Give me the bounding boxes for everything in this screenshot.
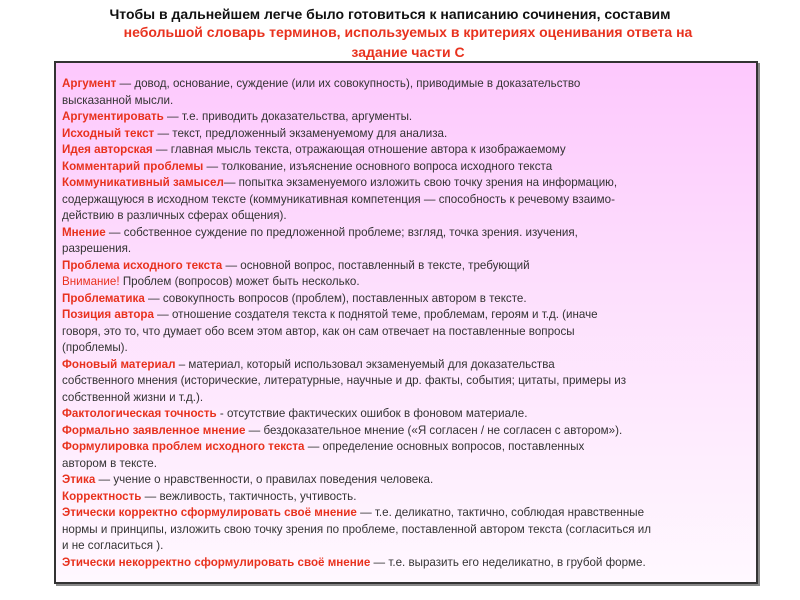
glossary-definition: — основной вопрос, поставленный в тексте…	[222, 258, 530, 272]
glossary-definition: (проблемы).	[62, 341, 128, 354]
slide-title-line-2: небольшой словарь терминов, используемых…	[123, 24, 693, 40]
glossary-term: Проблема исходного текста	[62, 258, 223, 272]
glossary-line: Аргументировать — т.е. приводить доказат…	[62, 109, 651, 126]
glossary-term: Этически некорректно сформулировать своё…	[62, 555, 371, 569]
glossary-term: Формально заявленное мнение	[62, 423, 246, 437]
glossary-line: Фактологическая точность - отсутствие фа…	[62, 406, 651, 423]
glossary-definition: говоря, это то, что думает обо всем этом…	[62, 324, 575, 338]
glossary-term: Корректность	[62, 489, 142, 503]
glossary-definition: — отношение создателя текста к поднятой …	[153, 308, 598, 321]
glossary-term: Аргументировать	[62, 110, 164, 123]
glossary-definition: — т.е. приводить доказательства, аргумен…	[163, 110, 413, 123]
glossary-term: Мнение	[62, 225, 106, 239]
glossary-line: разрешения.	[62, 241, 651, 258]
glossary-definition: — учение о нравственности, о правилах по…	[95, 473, 434, 486]
glossary-term: Фоновый материал	[62, 357, 176, 371]
glossary-definition: – материал, который использовал экзамену…	[175, 357, 555, 371]
glossary-line: Проблематика — совокупность вопросов (пр…	[62, 291, 651, 308]
glossary-term: Формулировка проблем исходного текста	[62, 440, 305, 453]
glossary-definition: — текст, предложенный экзаменуемому для …	[154, 126, 448, 140]
glossary-definition: Проблем (вопросов) может быть несколько.	[119, 275, 360, 288]
glossary-definition: разрешения.	[62, 242, 132, 255]
glossary-line: Внимание! Проблем (вопросов) может быть …	[62, 274, 651, 291]
glossary-line: действию в различных сферах общения).	[62, 208, 651, 225]
glossary-term: Коммуникативный замысел	[62, 176, 224, 189]
glossary-line: Проблема исходного текста — основной воп…	[62, 258, 651, 275]
glossary-term: Проблематика	[62, 291, 145, 305]
glossary-definition: высказанной мысли.	[62, 93, 174, 107]
glossary-definition: собственного мнения (исторические, литер…	[62, 374, 627, 387]
glossary-line: и не согласиться ).	[62, 538, 651, 555]
glossary-line: Формулировка проблем исходного текста — …	[62, 439, 651, 456]
glossary-definition: — довод, основание, суждение (или их сов…	[116, 77, 581, 90]
glossary-definition: автором в тексте.	[62, 456, 157, 470]
glossary-definition: содержащуюся в исходном тексте (коммуник…	[62, 192, 615, 206]
glossary-line: Идея авторская — главная мысль текста, о…	[62, 142, 651, 159]
glossary-line: высказанной мысли.	[62, 93, 651, 110]
attention-label: Внимание!	[62, 275, 120, 288]
glossary-definition: — вежливость, тактичность, учтивость.	[141, 489, 357, 503]
glossary-line: Корректность — вежливость, тактичность, …	[62, 489, 651, 506]
glossary-term: Комментарий проблемы	[62, 159, 204, 173]
glossary-list: Аргумент — довод, основание, суждение (и…	[62, 76, 651, 571]
glossary-line: нормы и принципы, изложить свою точку зр…	[62, 522, 651, 539]
glossary-line: (проблемы).	[62, 340, 651, 357]
glossary-definition: — толкование, изъяснение основного вопро…	[203, 159, 553, 173]
glossary-term: Этика	[62, 473, 96, 486]
glossary-line: Формально заявленное мнение — бездоказат…	[62, 423, 651, 440]
glossary-definition: — т.е. деликатно, тактично, соблюдая нра…	[356, 506, 645, 519]
glossary-line: собственной жизни и т.д.).	[62, 390, 651, 407]
glossary-term: Фактологическая точность	[62, 407, 217, 420]
glossary-line: Этика — учение о нравственности, о прави…	[62, 472, 651, 489]
glossary-line: Позиция автора — отношение создателя тек…	[62, 307, 651, 324]
glossary-line: Этически корректно сформулировать своё м…	[62, 505, 651, 522]
glossary-definition: — главная мысль текста, отражающая отнош…	[152, 143, 566, 156]
glossary-definition: — попытка экзаменуемого изложить свою то…	[223, 176, 618, 189]
glossary-line: Фоновый материал – материал, который исп…	[62, 357, 651, 374]
glossary-definition: - отсутствие фактических ошибок в фоново…	[216, 407, 528, 420]
glossary-term: Аргумент	[62, 77, 117, 90]
glossary-box: Аргумент — довод, основание, суждение (и…	[54, 61, 758, 584]
glossary-definition: нормы и принципы, изложить свою точку зр…	[62, 522, 652, 536]
glossary-line: Мнение — собственное суждение по предлож…	[62, 225, 651, 242]
glossary-definition: — т.е. выразить его неделикатно, в грубо…	[370, 555, 646, 569]
glossary-definition: — определение основных вопросов, поставл…	[304, 440, 585, 453]
glossary-line: говоря, это то, что думает обо всем этом…	[62, 324, 651, 341]
glossary-line: автором в тексте.	[62, 456, 651, 473]
glossary-term: Идея авторская	[62, 143, 153, 156]
glossary-term: Исходный текст	[62, 126, 155, 140]
glossary-line: Аргумент — довод, основание, суждение (и…	[62, 76, 651, 93]
glossary-line: содержащуюся в исходном тексте (коммуник…	[62, 192, 651, 209]
glossary-line: собственного мнения (исторические, литер…	[62, 373, 651, 390]
glossary-term: Этически корректно сформулировать своё м…	[62, 506, 357, 519]
glossary-definition: — совокупность вопросов (проблем), поста…	[144, 291, 527, 305]
glossary-definition: — бездоказательное мнение («Я согласен /…	[245, 423, 623, 437]
glossary-definition: и не согласиться ).	[62, 539, 164, 552]
slide-title-line-1: Чтобы в дальнейшем легче было готовиться…	[109, 6, 671, 22]
glossary-line: Этически некорректно сформулировать своё…	[62, 555, 651, 572]
glossary-definition: собственной жизни и т.д.).	[62, 390, 204, 404]
glossary-term: Позиция автора	[62, 308, 154, 321]
slide-title-line-3: задание части С	[351, 44, 465, 60]
glossary-definition: действию в различных сферах общения).	[62, 209, 287, 222]
glossary-line: Исходный текст — текст, предложенный экз…	[62, 126, 651, 143]
glossary-line: Коммуникативный замысел— попытка экзамен…	[62, 175, 651, 192]
glossary-definition: — собственное суждение по предложенной п…	[105, 225, 578, 239]
glossary-line: Комментарий проблемы — толкование, изъяс…	[62, 159, 651, 176]
